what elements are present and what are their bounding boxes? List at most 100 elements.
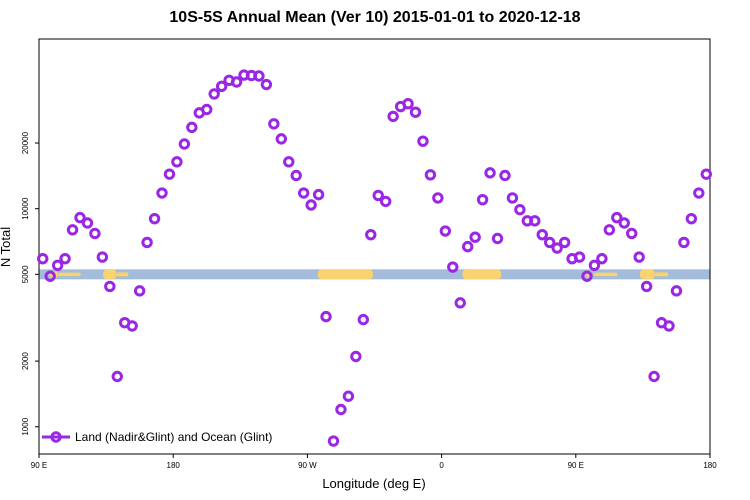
data-point (454, 297, 466, 309)
ocean-band (39, 269, 710, 280)
data-point (626, 227, 638, 240)
data-point (551, 242, 563, 254)
x-tick-label: 0 (439, 461, 444, 470)
data-point (89, 227, 101, 240)
axes: 90 E 180 90 W 0 90 E 180 1000 2000 5000 10000 2000… (21, 131, 717, 470)
data-point (678, 236, 690, 249)
data-point (342, 390, 355, 402)
data-point (357, 313, 370, 326)
data-point (402, 98, 414, 110)
data-point (66, 224, 79, 236)
data-point (171, 156, 183, 168)
data-point (81, 217, 94, 229)
data-point (290, 169, 302, 182)
data-point (141, 236, 153, 249)
data-point (461, 240, 474, 253)
data-point (111, 370, 123, 383)
data-point (685, 212, 698, 225)
x-tick-label: 180 (703, 461, 717, 470)
data-point (275, 133, 288, 145)
data-point (536, 228, 548, 241)
data-point (44, 270, 56, 282)
x-tick-label: 90 E (568, 461, 584, 470)
data-point (320, 310, 332, 323)
data-point (409, 106, 422, 118)
data-point (469, 231, 481, 243)
land-mass (103, 269, 117, 280)
legend-marker (50, 431, 62, 443)
data-point (148, 212, 161, 225)
data-point (350, 350, 362, 363)
data-points (37, 69, 712, 447)
land-mass (654, 272, 669, 277)
data-point (268, 118, 280, 130)
data-point (693, 187, 705, 199)
x-tick-label: 180 (167, 461, 181, 470)
data-point (558, 236, 571, 249)
data-point (573, 251, 586, 263)
data-point (283, 156, 295, 168)
land-mass (58, 272, 81, 277)
data-point (59, 252, 71, 265)
data-point (74, 211, 86, 224)
data-point (506, 192, 519, 204)
data-point (215, 80, 228, 93)
data-point (312, 188, 325, 201)
data-point (208, 88, 220, 100)
data-point (178, 138, 191, 150)
data-point (439, 225, 452, 237)
data-point (365, 228, 377, 241)
x-axis-label: Longitude (deg E) (322, 476, 425, 491)
data-point (335, 403, 347, 416)
data-point (387, 110, 399, 123)
data-point (156, 187, 168, 199)
data-point (432, 192, 444, 204)
data-point (327, 435, 340, 447)
x-tick-label: 90 W (298, 461, 317, 470)
data-point (663, 320, 675, 332)
chart-title: 10S-5S Annual Mean (Ver 10) 2015-01-01 t… (169, 9, 581, 26)
land-mass (593, 272, 618, 277)
data-point (297, 187, 310, 199)
data-point (648, 370, 660, 383)
x-tick-label: 90 E (31, 461, 47, 470)
data-point (253, 70, 265, 82)
land-mass (462, 269, 502, 280)
data-point (603, 224, 616, 236)
data-point (163, 168, 176, 180)
data-point (544, 236, 556, 249)
data-point (596, 252, 608, 265)
y-tick-label: 1000 (21, 417, 30, 435)
data-point (51, 259, 64, 272)
data-point (581, 270, 593, 282)
data-point (529, 215, 541, 227)
legend[interactable]: Land (Nadir&Glint) and Ocean (Glint) (42, 430, 272, 444)
data-point (588, 259, 601, 272)
y-tick-label: 20000 (21, 131, 30, 154)
data-point (96, 251, 109, 263)
data-point (186, 121, 198, 134)
data-point (133, 285, 146, 297)
data-point (372, 189, 384, 202)
land-mass (639, 269, 655, 280)
data-point (260, 78, 273, 91)
data-point (417, 135, 429, 147)
y-tick-label: 5000 (21, 265, 30, 283)
land-mass (317, 269, 374, 280)
map-strip (39, 269, 710, 280)
data-point (37, 252, 49, 265)
data-point (305, 199, 317, 211)
data-point (670, 285, 683, 297)
y-tick-label: 10000 (21, 197, 30, 220)
data-point (484, 167, 496, 179)
data-point (491, 232, 504, 245)
data-point (379, 195, 392, 208)
y-tick-label: 2000 (21, 352, 30, 370)
data-point (640, 280, 653, 293)
data-point (201, 103, 213, 116)
legend-label: Land (Nadir&Glint) and Ocean (Glint) (75, 430, 272, 444)
data-point (633, 251, 645, 263)
data-point (104, 280, 116, 293)
data-point (230, 76, 243, 88)
